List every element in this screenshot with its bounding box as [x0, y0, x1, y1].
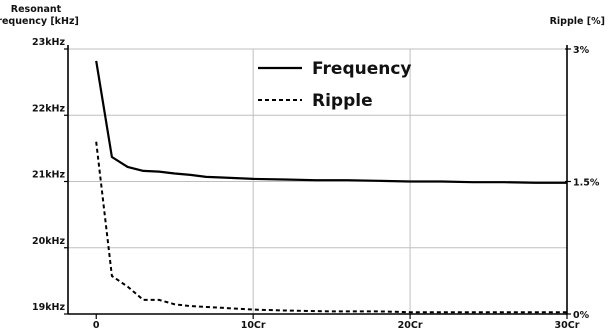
y-left-tick-label-1: 22kHz	[32, 103, 65, 114]
left-axis-title-line2: frequency [kHz]	[0, 16, 79, 27]
left-axis-title-line1: Resonant	[11, 4, 62, 15]
axes: 23kHz 22kHz 21kHz 20kHz 19kHz 3% 1.5% 0% 0 10Cr 20…	[32, 37, 600, 331]
legend-ripple-label: Ripple	[312, 91, 373, 111]
series-ripple-line	[95, 141, 567, 314]
y-left-tick-label-3: 20kHz	[32, 236, 65, 247]
x-tick-label-3: 30Cr	[555, 320, 580, 331]
x-tick-label-2: 20Cr	[398, 320, 423, 331]
legend-frequency-label: Frequency	[312, 59, 412, 79]
y-right-tick-label-0: 3%	[573, 45, 590, 56]
x-tick-label-1: 10Cr	[241, 320, 266, 331]
y-right-tick-label-1: 1.5%	[573, 178, 600, 189]
x-tick-label-0: 0	[93, 320, 100, 331]
series-layer	[95, 60, 567, 314]
right-axis-title: Ripple [%]	[550, 16, 605, 27]
y-left-tick-label-2: 21kHz	[32, 170, 65, 181]
y-left-tick-label-4: 19kHz	[32, 302, 65, 313]
y-right-tick-label-2: 0%	[573, 310, 590, 321]
series-frequency-line	[95, 60, 567, 184]
legend: Frequency Ripple	[258, 59, 412, 111]
y-left-tick-label-0: 23kHz	[32, 37, 65, 48]
